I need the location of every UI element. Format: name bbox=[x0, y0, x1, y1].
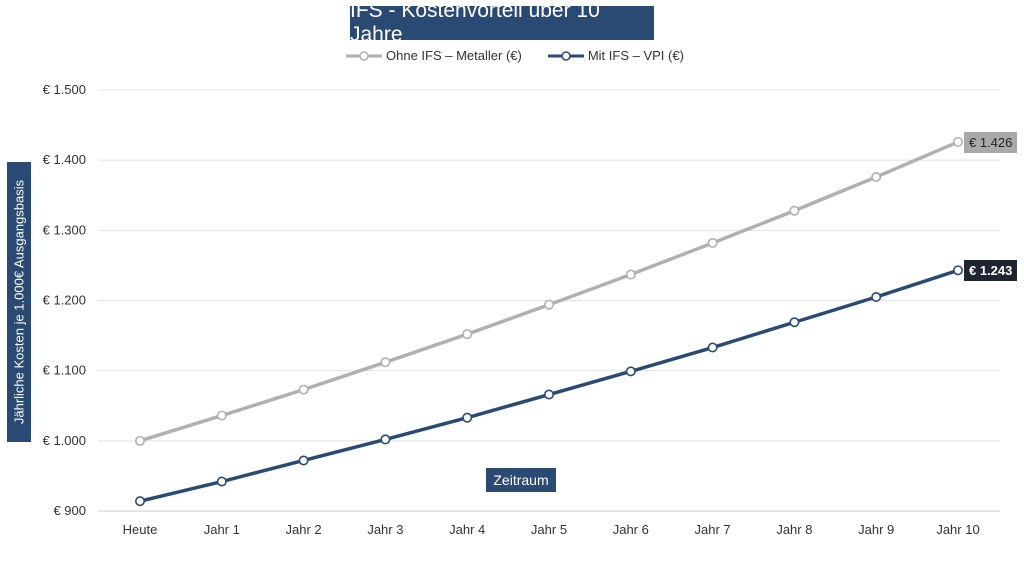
end-value-badge-mit-ifs: € 1.243 bbox=[964, 260, 1018, 281]
data-point[interactable] bbox=[380, 357, 391, 368]
y-tick-label: € 1.500 bbox=[43, 82, 86, 97]
y-axis-ticks: € 900 € 1.000 € 1.100 € 1.200 € 1.300 € 1.400… bbox=[43, 82, 86, 518]
x-tick-label: Jahr 10 bbox=[936, 522, 979, 537]
data-point[interactable] bbox=[789, 317, 800, 328]
legend-label-mit-ifs: Mit IFS – VPI (€) bbox=[587, 48, 684, 63]
x-axis-label: Zeitraum bbox=[486, 468, 556, 492]
data-point[interactable] bbox=[298, 384, 309, 395]
y-tick-label: € 1.200 bbox=[43, 293, 86, 308]
data-point[interactable] bbox=[135, 496, 146, 507]
data-point[interactable] bbox=[543, 389, 554, 400]
data-point[interactable] bbox=[952, 136, 963, 147]
data-point[interactable] bbox=[871, 291, 882, 302]
series-layer bbox=[135, 136, 963, 507]
y-axis-label-box bbox=[7, 162, 31, 442]
data-point[interactable] bbox=[871, 172, 882, 183]
legend-item-mit-ifs[interactable]: Mit IFS – VPI (€) bbox=[547, 48, 684, 63]
y-tick-label: € 900 bbox=[53, 503, 86, 518]
grid-lines bbox=[98, 89, 1000, 512]
data-point[interactable] bbox=[952, 265, 963, 276]
data-point[interactable] bbox=[216, 476, 227, 487]
x-tick-label: Heute bbox=[123, 522, 158, 537]
data-point[interactable] bbox=[789, 205, 800, 216]
legend-label-ohne-ifs: Ohne IFS – Metaller (€) bbox=[386, 48, 522, 63]
legend-swatch-navy bbox=[547, 50, 584, 61]
x-tick-label: Jahr 4 bbox=[449, 522, 485, 537]
y-tick-label: € 1.300 bbox=[43, 222, 86, 237]
x-tick-label: Jahr 5 bbox=[531, 522, 567, 537]
y-tick-label: € 1.400 bbox=[43, 152, 86, 167]
y-axis-label: Jährliche Kosten je 1.000€ Ausgangsbasis bbox=[11, 179, 27, 425]
data-point[interactable] bbox=[216, 410, 227, 421]
x-tick-label: Jahr 1 bbox=[204, 522, 240, 537]
data-point[interactable] bbox=[625, 366, 636, 377]
data-point[interactable] bbox=[625, 269, 636, 280]
y-tick-label: € 1.000 bbox=[43, 433, 86, 448]
end-value-badge-ohne-ifs: € 1.426 bbox=[964, 132, 1018, 153]
data-point[interactable] bbox=[380, 434, 391, 445]
legend-swatch-gray bbox=[346, 50, 382, 61]
legend-item-ohne-ifs[interactable]: Ohne IFS – Metaller (€) bbox=[346, 48, 522, 63]
x-tick-label: Jahr 7 bbox=[695, 522, 731, 537]
legend: Ohne IFS – Metaller (€) Mit IFS – VPI (€… bbox=[346, 48, 684, 63]
x-tick-label: Jahr 8 bbox=[776, 522, 812, 537]
data-point[interactable] bbox=[707, 342, 718, 353]
data-point[interactable] bbox=[298, 455, 309, 466]
chart-title: IFS - Kostenvorteil über 10 Jahre bbox=[350, 0, 654, 46]
x-axis-ticks: Heute Jahr 1 Jahr 2 Jahr 3 Jahr 4 Jahr 5 Jahr … bbox=[123, 522, 980, 537]
x-tick-label: Jahr 2 bbox=[286, 522, 322, 537]
data-point[interactable] bbox=[135, 435, 146, 446]
data-point[interactable] bbox=[707, 237, 718, 248]
data-point[interactable] bbox=[462, 412, 473, 423]
data-point[interactable] bbox=[543, 299, 554, 310]
data-point[interactable] bbox=[462, 329, 473, 340]
x-tick-label: Jahr 9 bbox=[858, 522, 894, 537]
x-tick-label: Jahr 3 bbox=[367, 522, 403, 537]
x-tick-label: Jahr 6 bbox=[613, 522, 649, 537]
y-tick-label: € 1.100 bbox=[43, 363, 86, 378]
